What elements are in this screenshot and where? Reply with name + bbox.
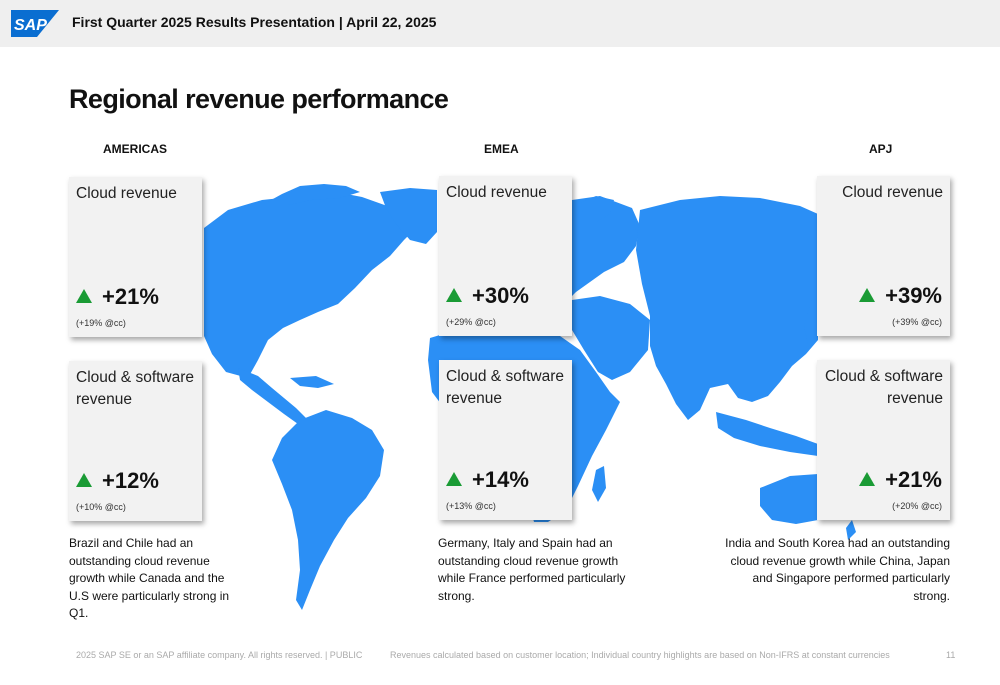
map-greenland [380, 188, 437, 244]
map-new-zealand [846, 520, 856, 540]
growth-number: +21% [885, 467, 942, 492]
sap-logo-text: SAP [14, 17, 47, 34]
emea-note: Germany, Italy and Spain had an outstand… [438, 536, 626, 603]
up-arrow-icon [859, 472, 876, 486]
header-bar: SAP First Quarter 2025 Results Presentat… [0, 0, 1000, 47]
page-number: 11 [946, 650, 956, 660]
map-middle-east [572, 296, 650, 380]
apj-cloud-software-card: Cloud & software revenue +21% (+20% @cc) [817, 360, 950, 520]
emea-cloud-software-card: Cloud & software revenue +14% (+13% @cc) [439, 360, 572, 520]
growth-value: +14% [446, 467, 529, 493]
sap-logo: SAP [11, 10, 59, 37]
growth-value: +12% [76, 468, 159, 494]
growth-value: +21% [76, 284, 159, 310]
constant-currency-value: (+29% @cc) [446, 317, 496, 327]
map-caribbean [290, 376, 334, 388]
map-asia [636, 196, 818, 420]
constant-currency-value: (+13% @cc) [446, 501, 496, 511]
americas-cloud-software-card: Cloud & software revenue +12% (+10% @cc) [69, 361, 202, 521]
americas-note: Brazil and Chile had an outstanding clou… [69, 536, 230, 620]
card-title: Cloud revenue [842, 184, 943, 201]
map-south-america [272, 410, 384, 610]
americas-cloud-card: Cloud revenue +21% (+19% @cc) [69, 177, 202, 337]
map-japan [804, 296, 818, 344]
growth-number: +12% [102, 468, 159, 493]
constant-currency-value: (+39% @cc) [892, 317, 942, 327]
growth-number: +30% [472, 283, 529, 308]
growth-number: +21% [102, 284, 159, 309]
up-arrow-icon [76, 473, 92, 487]
map-indonesia [716, 412, 818, 456]
growth-value: +21% [859, 467, 942, 493]
up-arrow-icon [859, 288, 876, 302]
footer-disclaimer: Revenues calculated based on customer lo… [390, 650, 890, 660]
region-label-americas: AMERICAS [103, 142, 168, 156]
growth-number: +39% [885, 283, 942, 308]
map-north-america [204, 192, 437, 378]
card-title: Cloud & software revenue [824, 368, 943, 407]
header-title: First Quarter 2025 Results Presentation … [72, 14, 437, 30]
map-australia [760, 474, 818, 524]
page-title: Regional revenue performance [69, 84, 449, 114]
growth-number: +14% [472, 467, 529, 492]
constant-currency-value: (+10% @cc) [76, 502, 126, 512]
card-title: Cloud & software revenue [76, 369, 195, 408]
card-title: Cloud revenue [76, 185, 177, 202]
constant-currency-value: (+19% @cc) [76, 318, 126, 328]
region-label-emea: EMEA [484, 142, 519, 156]
map-arctic-islands [262, 184, 360, 205]
map-madagascar [592, 466, 606, 502]
growth-value: +39% [859, 283, 942, 309]
apj-cloud-card: Cloud revenue +39% (+39% @cc) [817, 176, 950, 336]
up-arrow-icon [446, 472, 462, 486]
map-europe [572, 196, 640, 296]
emea-cloud-card: Cloud revenue +30% (+29% @cc) [439, 176, 572, 336]
up-arrow-icon [76, 289, 92, 303]
apj-note: India and South Korea had an outstanding… [725, 536, 950, 603]
map-central-america [238, 368, 306, 424]
region-label-apj: APJ [869, 142, 893, 156]
up-arrow-icon [446, 288, 462, 302]
footer-copyright: 2025 SAP SE or an SAP affiliate company.… [76, 650, 363, 660]
growth-value: +30% [446, 283, 529, 309]
card-title: Cloud & software revenue [446, 368, 565, 407]
map-scandinavia [578, 196, 614, 222]
constant-currency-value: (+20% @cc) [892, 501, 942, 511]
card-title: Cloud revenue [446, 184, 547, 201]
